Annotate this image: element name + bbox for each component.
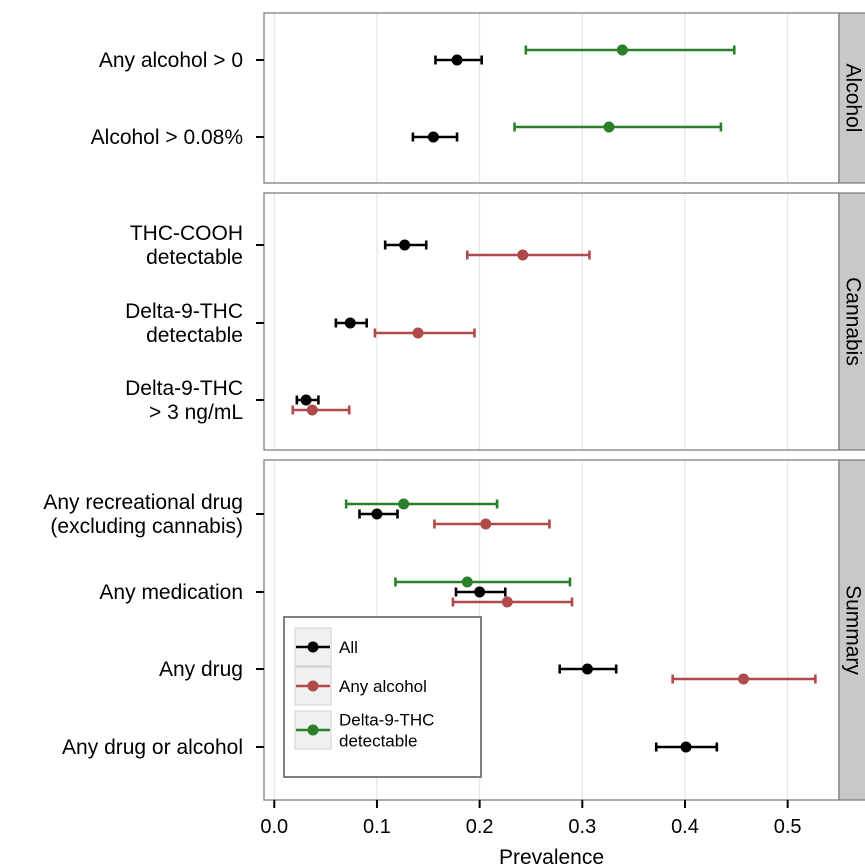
data-point-group (394, 576, 572, 588)
y-tick-label-line: (excluding cannabis) (50, 515, 243, 538)
y-tick-label: Any drug (159, 658, 243, 681)
y-tick-label: Any alcohol > 0 (99, 49, 243, 72)
legend-key-point (307, 724, 319, 736)
data-point (680, 741, 692, 753)
data-point-group (295, 394, 320, 406)
y-tick-label-line: Any drug or alcohol (62, 736, 243, 759)
data-point (581, 663, 593, 675)
data-point (603, 121, 615, 133)
facet-strip (838, 12, 865, 184)
x-tick-label: 0.0 (260, 816, 288, 838)
data-point (399, 239, 411, 251)
data-point-group (434, 54, 483, 66)
legend-label: Any alcohol (339, 677, 427, 696)
x-tick-label: 0.4 (671, 816, 699, 838)
y-tick-label: THC-COOH detectable (130, 222, 243, 269)
data-point (344, 317, 356, 329)
y-tick-label-line: > 3 ng/mL (149, 401, 243, 424)
y-tick-label-line: detectable (146, 324, 243, 347)
data-point-group (383, 239, 428, 251)
data-point-group (334, 317, 368, 329)
x-tick-label: 0.3 (568, 816, 596, 838)
y-tick-label-line: Delta-9-THC (125, 300, 243, 323)
data-point-group (671, 673, 817, 685)
data-point (501, 596, 513, 608)
data-point (451, 54, 463, 66)
facet-strip-label: Summary (841, 585, 864, 675)
legend-key-point (307, 641, 319, 653)
data-point (738, 673, 750, 685)
legend-label-line: Delta-9-THC (339, 711, 434, 730)
legend-label-line: All (339, 638, 358, 657)
y-tick-label: Any medication (99, 581, 243, 604)
facet-strip-label: Alcohol (841, 64, 864, 133)
y-tick-label-line: Any drug (159, 658, 243, 681)
y-tick-label-line: Any alcohol > 0 (99, 49, 243, 72)
data-point-group (373, 327, 476, 339)
data-point (427, 131, 439, 143)
data-point (398, 498, 410, 510)
data-point-group (433, 518, 551, 530)
data-point-group (454, 586, 507, 598)
data-point-group (466, 249, 591, 261)
legend-label-line: detectable (339, 732, 417, 751)
x-tick-label: 0.5 (774, 816, 802, 838)
y-tick-label-line: Delta-9-THC (125, 377, 243, 400)
legend-label-line: Any alcohol (339, 677, 427, 696)
data-point (517, 249, 529, 261)
data-point (461, 576, 473, 588)
data-point-group (654, 741, 719, 753)
data-point (616, 44, 628, 56)
data-point-group (344, 498, 499, 510)
x-axis-title: Prevalence (499, 846, 604, 868)
data-point-group (558, 663, 618, 675)
data-point (412, 327, 424, 339)
y-tick-label-line: Any medication (99, 581, 243, 604)
x-tick-label: 0.1 (363, 816, 391, 838)
y-tick-label: Delta-9-THC detectable (125, 300, 243, 347)
data-point (474, 586, 486, 598)
data-point-group (524, 44, 736, 56)
data-point-group (513, 121, 723, 133)
y-tick-label-line: Alcohol > 0.08% (91, 126, 243, 149)
y-tick-label: Delta-9-THC > 3 ng/mL (125, 377, 243, 424)
y-tick-label-line: Any recreational drug (43, 491, 243, 514)
data-point (306, 404, 318, 416)
legend-label: All (339, 638, 358, 657)
panel-alcohol: Alcohol Any alcohol > 0 Alcohol > 0.08% (91, 12, 865, 184)
legend-label: Delta-9-THC detectable (339, 711, 434, 751)
facet-strip (838, 192, 865, 451)
y-tick-label: Any recreational drug (excluding cannabis… (43, 491, 243, 538)
facet-strip (838, 459, 865, 801)
data-point-group (451, 596, 574, 608)
y-tick-label-line: detectable (146, 246, 243, 269)
legend: All Any alcohol Delta-9-THC detectable (283, 616, 482, 778)
panel-background (264, 193, 839, 450)
facet-strip-label: Cannabis (841, 277, 864, 366)
panel-background (264, 13, 839, 183)
y-tick-label-line: THC-COOH (130, 222, 243, 245)
legend-key-point (307, 680, 319, 692)
data-point-group (291, 404, 351, 416)
data-point (300, 394, 312, 406)
y-tick-label: Any drug or alcohol (62, 736, 243, 759)
x-tick-label: 0.2 (466, 816, 494, 838)
data-point-group (358, 508, 399, 520)
data-point (371, 508, 383, 520)
data-point (480, 518, 492, 530)
data-point-group (411, 131, 459, 143)
y-tick-label: Alcohol > 0.08% (91, 126, 243, 149)
